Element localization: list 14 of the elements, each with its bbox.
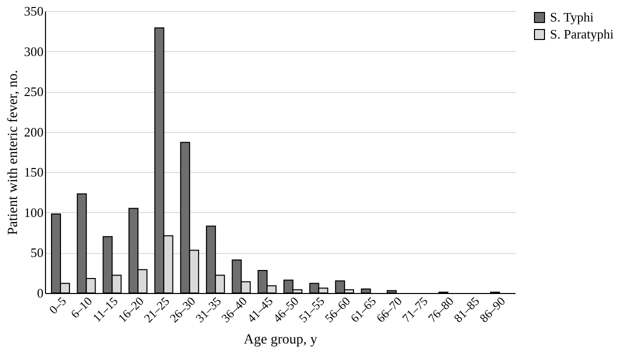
y-tick-label: 350 <box>24 4 44 18</box>
y-tick-label: 200 <box>24 124 44 140</box>
y-tick-label: 100 <box>24 204 44 220</box>
y-tick-label: 50 <box>30 245 44 260</box>
y-tick-label: 150 <box>24 164 44 180</box>
legend-label: S. Paratyphi <box>550 26 614 42</box>
x-tick-label: 0–5 <box>46 294 69 317</box>
y-tick-label: 250 <box>24 84 44 100</box>
y-tick-label: 0 <box>37 286 44 300</box>
y-axis-title: Patient with enteric fever, no. <box>6 70 21 236</box>
legend-label: S. Typhi <box>550 10 594 24</box>
x-tick-label: 6–10 <box>68 294 95 321</box>
y-tick-label: 300 <box>24 44 44 59</box>
x-axis-title: Age group, y <box>244 332 318 348</box>
